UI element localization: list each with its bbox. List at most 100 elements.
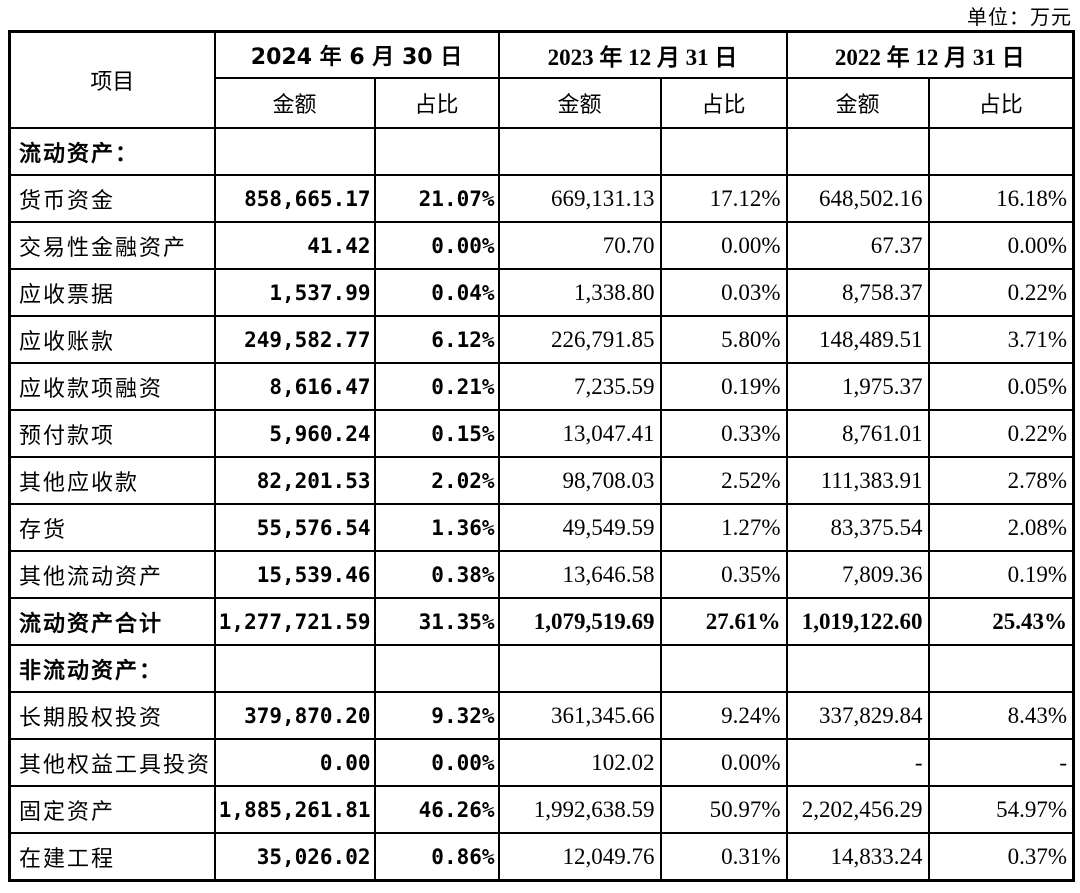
ratio-2022-cell: 0.22% bbox=[927, 409, 1075, 458]
amount-2022-cell: - bbox=[785, 738, 930, 787]
ratio-2022-cell: 3.71% bbox=[927, 315, 1075, 364]
amount-2023-cell: 12,049.76 bbox=[497, 832, 662, 882]
amount-2022-cell: 648,502.16 bbox=[785, 174, 930, 223]
date-header-2022: 2022 年 12 月 31 日 bbox=[785, 30, 1075, 79]
amount-2023-cell: 70.70 bbox=[497, 221, 662, 270]
ratio-2022-cell: 8.43% bbox=[927, 691, 1075, 740]
date-header-2023: 2023 年 12 月 31 日 bbox=[497, 30, 788, 79]
ratio-2022-cell: 0.19% bbox=[927, 550, 1075, 599]
amount-2023-cell: 102.02 bbox=[497, 738, 662, 787]
amount-2022-cell bbox=[785, 644, 930, 693]
ratio-2022-cell: - bbox=[927, 738, 1075, 787]
ratio-2023-cell: 2.52% bbox=[659, 456, 788, 505]
table-row: 流动资产合计 1,277,721.59 31.35% 1,079,519.69 27.6… bbox=[8, 597, 1075, 646]
amount-2022-cell bbox=[785, 127, 930, 176]
table-row: 应收票据 1,537.99 0.04% 1,338.80 0.03% 8,758.37 0.… bbox=[8, 268, 1075, 317]
ratio-2024-cell: 0.15% bbox=[373, 409, 500, 458]
ratio-2022-cell bbox=[927, 644, 1075, 693]
amount-2023-cell: 361,345.66 bbox=[497, 691, 662, 740]
row-label: 其他应收款 bbox=[8, 456, 216, 505]
amount-2023-cell: 98,708.03 bbox=[497, 456, 662, 505]
ratio-2022-cell: 0.05% bbox=[927, 362, 1075, 411]
ratio-2023-cell: 0.35% bbox=[659, 550, 788, 599]
ratio-2022-cell bbox=[927, 127, 1075, 176]
amount-2024-cell: 8,616.47 bbox=[213, 362, 376, 411]
amount-header-2023: 金额 bbox=[497, 77, 662, 129]
amount-2024-cell bbox=[213, 127, 376, 176]
item-column-header: 项目 bbox=[8, 30, 216, 129]
table-row: 长期股权投资 379,870.20 9.32% 361,345.66 9.24% 337,… bbox=[8, 691, 1075, 740]
ratio-2023-cell: 0.00% bbox=[659, 221, 788, 270]
header-row-dates: 项目 2024 年 6 月 30 日 2023 年 12 月 31 日 2022… bbox=[8, 30, 1075, 129]
amount-2022-cell: 67.37 bbox=[785, 221, 930, 270]
ratio-2023-cell: 0.33% bbox=[659, 409, 788, 458]
ratio-2023-cell bbox=[659, 644, 788, 693]
amount-2023-cell: 49,549.59 bbox=[497, 503, 662, 552]
table-row: 应收款项融资 8,616.47 0.21% 7,235.59 0.19% 1,975.37… bbox=[8, 362, 1075, 411]
amount-2024-cell: 379,870.20 bbox=[213, 691, 376, 740]
row-label: 应收款项融资 bbox=[8, 362, 216, 411]
amount-2022-cell: 148,489.51 bbox=[785, 315, 930, 364]
amount-2023-cell: 1,338.80 bbox=[497, 268, 662, 317]
amount-2024-cell: 5,960.24 bbox=[213, 409, 376, 458]
table-row: 固定资产 1,885,261.81 46.26% 1,992,638.59 50.97%… bbox=[8, 785, 1075, 834]
financial-table: 项目 2024 年 6 月 30 日 2023 年 12 月 31 日 2022… bbox=[8, 30, 1076, 882]
amount-2024-cell: 82,201.53 bbox=[213, 456, 376, 505]
amount-2023-cell bbox=[497, 127, 662, 176]
amount-2023-cell bbox=[497, 644, 662, 693]
header-row-subcols: 金额 占比 金额 占比 金额 占比 bbox=[10, 77, 1075, 129]
row-label: 长期股权投资 bbox=[8, 691, 216, 740]
amount-2022-cell: 14,833.24 bbox=[785, 832, 930, 882]
amount-2022-cell: 83,375.54 bbox=[785, 503, 930, 552]
ratio-2024-cell: 31.35% bbox=[373, 597, 500, 646]
table-row: 存货 55,576.54 1.36% 49,549.59 1.27% 83,375.54 2… bbox=[8, 503, 1075, 552]
amount-header-2024: 金额 bbox=[213, 77, 376, 129]
amount-2024-cell: 858,665.17 bbox=[213, 174, 376, 223]
ratio-2023-cell: 0.00% bbox=[659, 738, 788, 787]
ratio-2024-cell: 2.02% bbox=[373, 456, 500, 505]
amount-2022-cell: 1,975.37 bbox=[785, 362, 930, 411]
row-label: 在建工程 bbox=[8, 832, 216, 882]
amount-2023-cell: 226,791.85 bbox=[497, 315, 662, 364]
amount-2023-cell: 669,131.13 bbox=[497, 174, 662, 223]
row-label: 固定资产 bbox=[8, 785, 216, 834]
row-label: 应收票据 bbox=[8, 268, 216, 317]
ratio-2023-cell: 50.97% bbox=[659, 785, 788, 834]
table-row: 交易性金融资产 41.42 0.00% 70.70 0.00% 67.37 0.00% bbox=[8, 221, 1075, 270]
ratio-2022-cell: 2.08% bbox=[927, 503, 1075, 552]
ratio-header-2023: 占比 bbox=[659, 77, 788, 129]
row-label: 流动资产合计 bbox=[8, 597, 216, 646]
amount-2024-cell: 55,576.54 bbox=[213, 503, 376, 552]
ratio-2024-cell: 1.36% bbox=[373, 503, 500, 552]
ratio-2023-cell: 0.03% bbox=[659, 268, 788, 317]
row-label: 其他权益工具投资 bbox=[8, 738, 216, 787]
row-label: 交易性金融资产 bbox=[8, 221, 216, 270]
table-row: 货币资金 858,665.17 21.07% 669,131.13 17.12% 648,… bbox=[8, 174, 1075, 223]
amount-2023-cell: 13,047.41 bbox=[497, 409, 662, 458]
table-row: 其他流动资产 15,539.46 0.38% 13,646.58 0.35% 7,809.… bbox=[8, 550, 1075, 599]
table-row: 其他权益工具投资 0.00 0.00% 102.02 0.00% - - bbox=[8, 738, 1075, 787]
amount-2023-cell: 1,079,519.69 bbox=[497, 597, 662, 646]
ratio-2024-cell: 21.07% bbox=[373, 174, 500, 223]
ratio-2023-cell: 0.19% bbox=[659, 362, 788, 411]
amount-2024-cell bbox=[213, 644, 376, 693]
table-header: 项目 2024 年 6 月 30 日 2023 年 12 月 31 日 2022… bbox=[8, 30, 1075, 129]
ratio-2024-cell: 0.38% bbox=[373, 550, 500, 599]
amount-2023-cell: 7,235.59 bbox=[497, 362, 662, 411]
unit-label: 单位：万元 bbox=[967, 7, 1072, 29]
row-label: 预付款项 bbox=[8, 409, 216, 458]
row-label: 存货 bbox=[8, 503, 216, 552]
amount-2024-cell: 1,537.99 bbox=[213, 268, 376, 317]
ratio-2022-cell: 0.22% bbox=[927, 268, 1075, 317]
ratio-2023-cell: 0.31% bbox=[659, 832, 788, 882]
amount-2023-cell: 1,992,638.59 bbox=[497, 785, 662, 834]
row-label: 非流动资产： bbox=[8, 644, 216, 693]
row-label: 货币资金 bbox=[8, 174, 216, 223]
row-label: 其他流动资产 bbox=[8, 550, 216, 599]
ratio-2024-cell: 0.00% bbox=[373, 221, 500, 270]
amount-2022-cell: 337,829.84 bbox=[785, 691, 930, 740]
table-body: 流动资产： 货币资金 858,665.17 21.07% 669,131.13 17.12… bbox=[8, 127, 1075, 882]
ratio-2024-cell bbox=[373, 127, 500, 176]
date-header-2024: 2024 年 6 月 30 日 bbox=[213, 30, 500, 79]
amount-2024-cell: 1,277,721.59 bbox=[213, 597, 376, 646]
